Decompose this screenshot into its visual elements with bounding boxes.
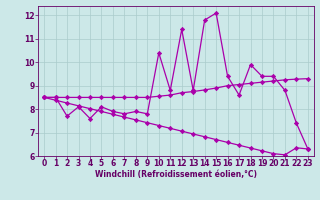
X-axis label: Windchill (Refroidissement éolien,°C): Windchill (Refroidissement éolien,°C) — [95, 170, 257, 179]
